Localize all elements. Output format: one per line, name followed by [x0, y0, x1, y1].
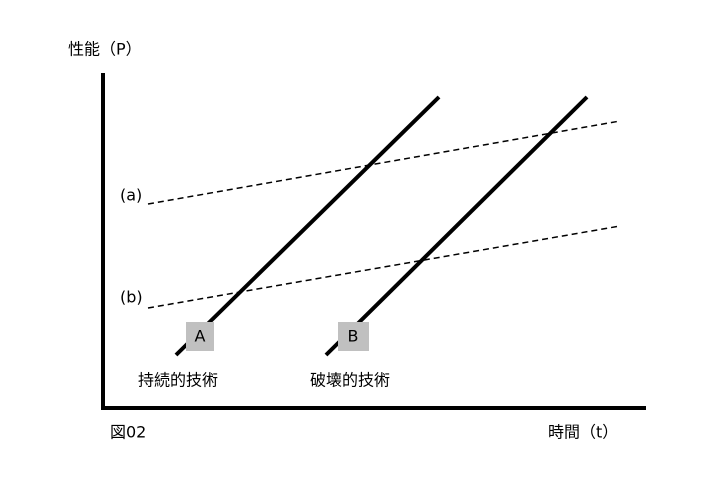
badge-label: A — [195, 327, 206, 346]
figure-label: 図02 — [110, 423, 146, 442]
y-axis-label: 性能（P） — [68, 40, 142, 59]
badge-label: B — [348, 327, 359, 346]
trajectory-a — [174, 95, 441, 357]
x-axis-label: 時間（t） — [548, 423, 618, 442]
badge-box — [186, 322, 214, 351]
level-label: (b) — [120, 288, 143, 307]
badge-box — [338, 322, 369, 351]
trajectory-b — [324, 95, 589, 357]
technology-label: 持続的技術 — [138, 371, 218, 390]
level-label: (a) — [120, 186, 142, 205]
technology-label: 破壊的技術 — [310, 371, 390, 390]
